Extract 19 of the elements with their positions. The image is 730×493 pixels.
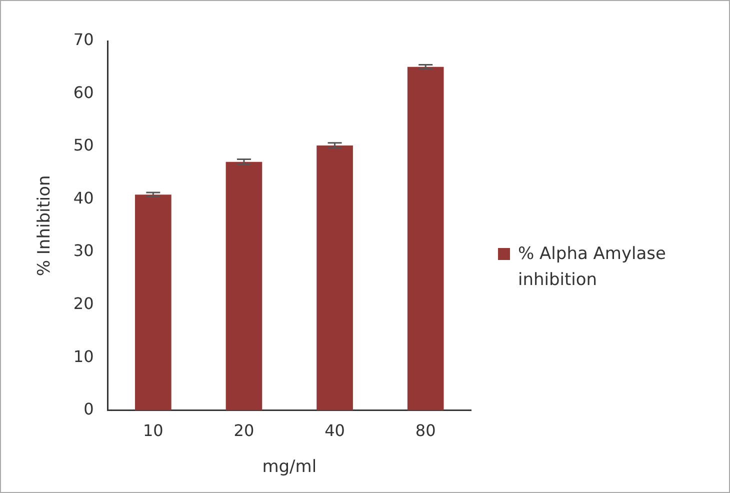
x-tick-label: 80 [415,421,436,440]
y-tick-label: 10 [73,346,94,366]
y-tick-label: 30 [73,241,94,260]
x-tick-label: 40 [324,421,345,440]
bar [407,66,444,410]
y-tick-label: 50 [73,136,94,155]
bar [226,162,262,410]
bar [135,194,172,410]
x-tick-label: 10 [142,421,164,440]
bar [316,145,353,410]
x-axis-title: mg/ml [262,457,317,478]
y-axis-title: % Inhibition [34,175,55,276]
y-tick-label: 0 [84,400,94,419]
y-tick-label: 60 [73,82,94,102]
y-tick-label: 20 [73,294,94,314]
y-tick-label: 40 [73,188,94,208]
x-tick-label: 20 [234,421,254,440]
legend-label: % Alpha Amylase inhibition [518,243,668,292]
y-tick-label: 70 [73,30,94,50]
